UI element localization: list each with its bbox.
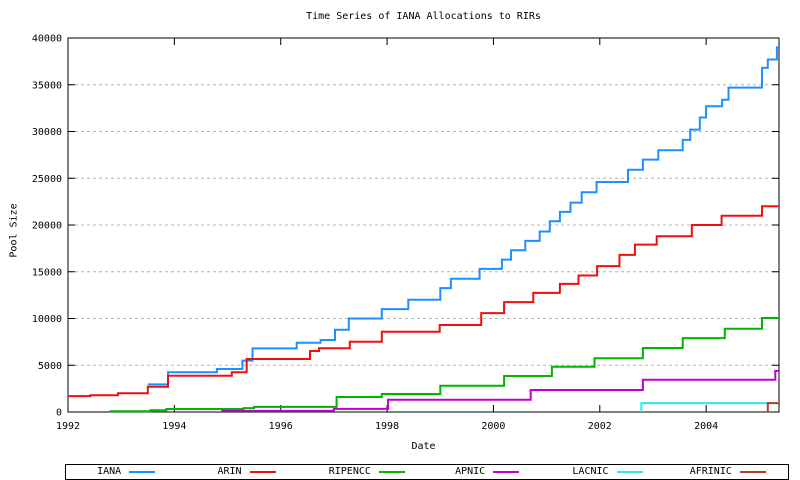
legend-label-afrinic: AFRINIC bbox=[689, 466, 732, 477]
series-line-ripencc bbox=[109, 317, 779, 413]
legend-swatch-arin bbox=[249, 471, 276, 473]
series-line-lacnic bbox=[640, 402, 779, 412]
x-tick-label: 1994 bbox=[162, 421, 186, 432]
x-axis-label: Date bbox=[411, 441, 436, 452]
legend-item-lacnic: LACNIC bbox=[547, 465, 667, 479]
legend-box: IANA ARIN RIPENCC APNIC LACNIC AFRINIC bbox=[65, 464, 789, 480]
legend-label-lacnic: LACNIC bbox=[572, 466, 609, 477]
x-tick-label: 1996 bbox=[269, 421, 293, 432]
x-tick-label: 2000 bbox=[481, 421, 505, 432]
legend-item-ripencc: RIPENCC bbox=[307, 465, 427, 479]
legend-swatch-apnic bbox=[493, 471, 520, 473]
y-tick-label: 25000 bbox=[32, 174, 62, 185]
x-tick-label: 2002 bbox=[588, 421, 612, 432]
legend-item-apnic: APNIC bbox=[427, 465, 547, 479]
y-tick-label: 30000 bbox=[32, 127, 62, 138]
legend-item-afrinic: AFRINIC bbox=[668, 465, 788, 479]
y-tick-label: 10000 bbox=[32, 314, 62, 325]
x-tick-label: 1998 bbox=[375, 421, 399, 432]
y-tick-label: 0 bbox=[56, 408, 62, 419]
series-line-iana bbox=[147, 46, 779, 386]
y-tick-label: 20000 bbox=[32, 221, 62, 232]
legend-swatch-lacnic bbox=[616, 471, 643, 473]
legend-label-iana: IANA bbox=[97, 466, 122, 477]
y-tick-label: 35000 bbox=[32, 80, 62, 91]
y-tick-label: 5000 bbox=[38, 361, 62, 372]
x-tick-label: 2004 bbox=[694, 421, 718, 432]
chart-title: Time Series of IANA Allocations to RIRs bbox=[306, 11, 541, 22]
legend-swatch-ripencc bbox=[378, 471, 405, 473]
series-line-afrinic bbox=[766, 402, 779, 412]
y-tick-label: 15000 bbox=[32, 267, 62, 278]
series-line-arin bbox=[68, 205, 779, 398]
legend-swatch-afrinic bbox=[739, 471, 766, 473]
y-tick-label: 40000 bbox=[32, 34, 62, 45]
legend-swatch-iana bbox=[129, 471, 156, 473]
legend-label-ripencc: RIPENCC bbox=[328, 466, 371, 477]
legend-item-arin: ARIN bbox=[186, 465, 306, 479]
series-line-apnic bbox=[221, 369, 779, 412]
legend-label-apnic: APNIC bbox=[455, 466, 486, 477]
x-tick-label: 1992 bbox=[56, 421, 80, 432]
legend-label-arin: ARIN bbox=[217, 466, 242, 477]
legend-item-iana: IANA bbox=[66, 465, 186, 479]
